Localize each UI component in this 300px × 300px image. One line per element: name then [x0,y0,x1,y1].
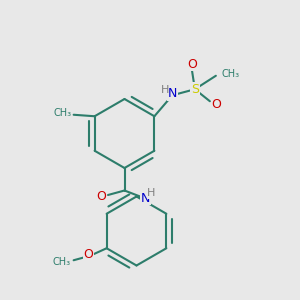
Text: O: O [97,190,106,203]
Text: H: H [147,188,156,199]
Text: O: O [212,98,221,111]
Text: S: S [191,83,199,96]
Text: H: H [161,85,169,95]
Text: CH₃: CH₃ [52,257,70,267]
Text: CH₃: CH₃ [54,108,72,118]
Text: N: N [141,191,150,205]
Text: CH₃: CH₃ [222,69,240,79]
Text: N: N [168,87,177,100]
Text: O: O [187,58,197,71]
Text: O: O [84,248,94,261]
